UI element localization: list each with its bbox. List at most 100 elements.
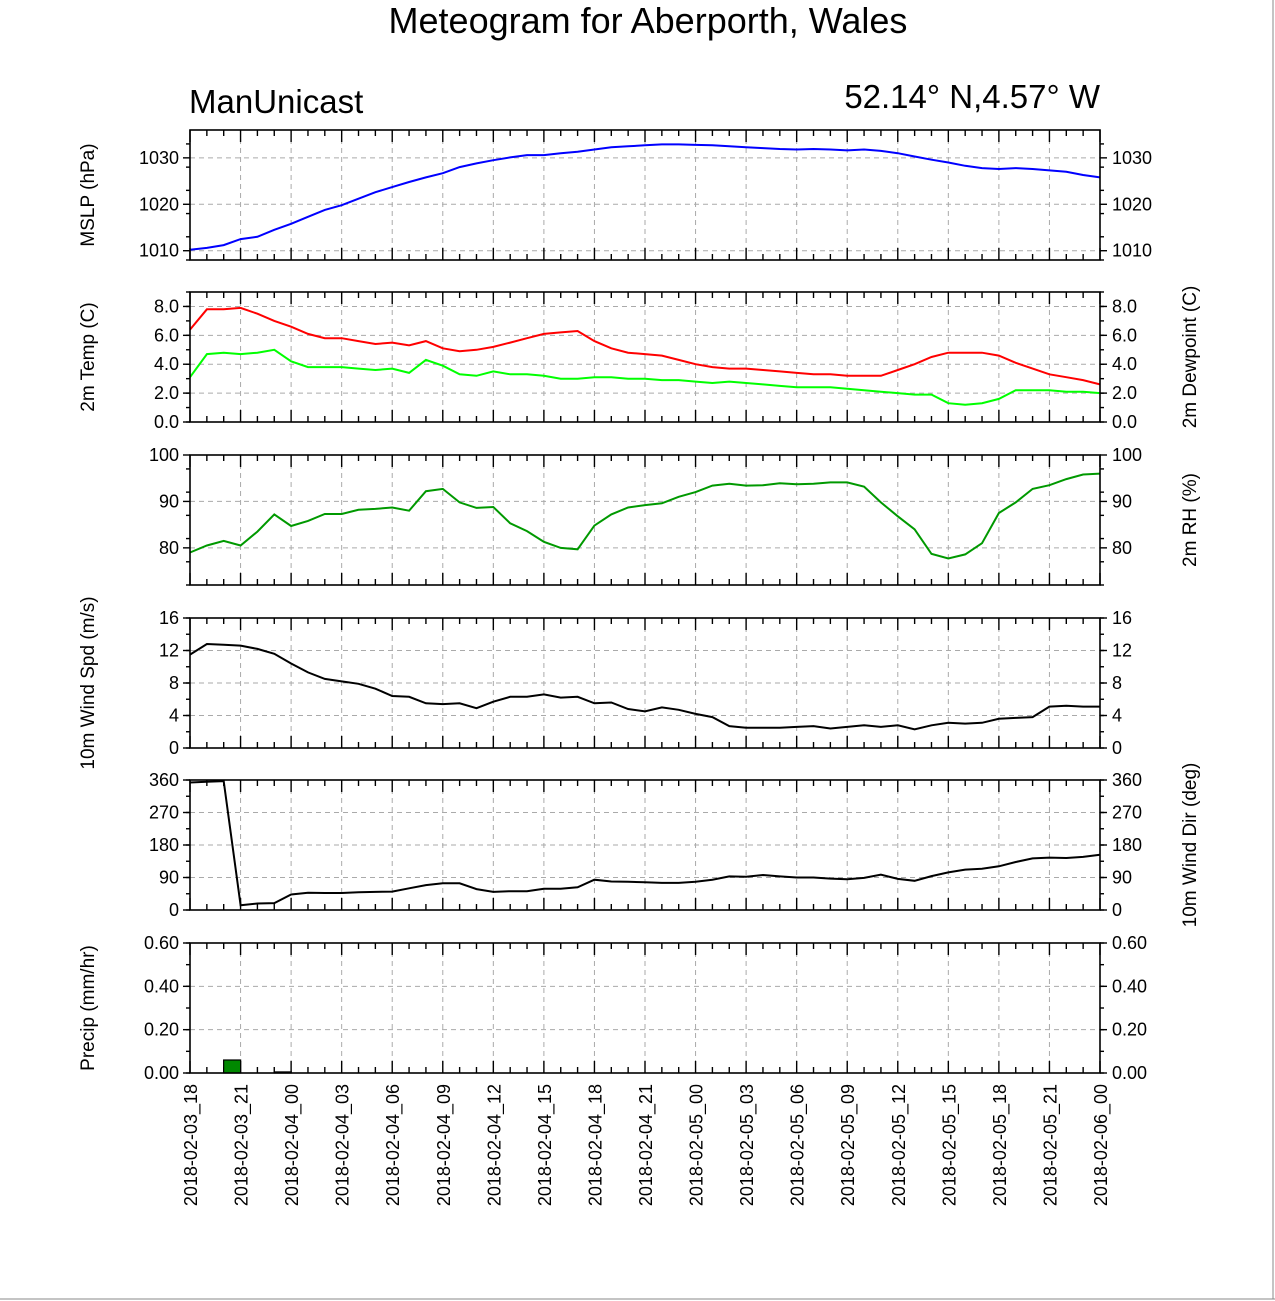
y-tick-label-right: 16 — [1112, 608, 1132, 628]
y-tick-label-right: 80 — [1112, 538, 1132, 558]
y-tick-label: 0.20 — [144, 1020, 179, 1040]
x-tick-label: 2018-02-04_00 — [282, 1084, 303, 1206]
y-tick-label-right: 100 — [1112, 445, 1142, 465]
y-axis-label-right: 10m Wind Dir (deg) — [1180, 763, 1201, 928]
panel-precip: 0.00 0.00 0.20 0.20 0.40 0.40 0.60 0.60 Precip (… — [78, 933, 1147, 1083]
y-axis-label-right: 2m Dewpoint (C) — [1180, 286, 1201, 429]
x-tick-label: 2018-02-04_15 — [535, 1084, 556, 1206]
panel-frame — [189, 942, 1101, 1074]
series-line-windspd-0 — [189, 642, 1100, 731]
y-tick-label: 1020 — [139, 194, 179, 214]
y-tick-label: 8.0 — [154, 296, 179, 316]
y-tick-label: 90 — [159, 868, 179, 888]
x-tick-label: 2018-02-03_21 — [232, 1084, 253, 1206]
y-tick-label: 2.0 — [154, 383, 179, 403]
panel-frame — [189, 779, 1101, 911]
x-tick-label: 2018-02-03_18 — [181, 1084, 202, 1206]
y-axis-label: 2m Temp (C) — [78, 302, 99, 411]
y-tick-label-right: 4 — [1112, 706, 1122, 726]
y-tick-label: 16 — [159, 608, 179, 628]
panel-frame — [189, 617, 1101, 749]
y-tick-label: 0.60 — [144, 933, 179, 953]
x-tick-label: 2018-02-04_09 — [434, 1084, 455, 1206]
x-tick-label: 2018-02-05_06 — [788, 1084, 809, 1206]
y-tick-label-right: 90 — [1112, 491, 1132, 511]
y-axis-label: 10m Wind Spd (m/s) — [78, 596, 99, 769]
series-line-rh-0 — [189, 472, 1101, 560]
y-tick-label: 4 — [169, 706, 179, 726]
y-tick-label: 0.0 — [154, 412, 179, 432]
x-tick-label: 2018-02-04_03 — [333, 1084, 354, 1206]
y-tick-label-right: 8 — [1112, 673, 1122, 693]
y-axis-label: MSLP (hPa) — [78, 143, 99, 246]
panel-winddir: 0 0 90 90 180 180 270 270 360 360 10m Wind Dir (de… — [149, 763, 1201, 928]
x-tick-label: 2018-02-04_06 — [383, 1084, 404, 1206]
series-line-temp-1 — [189, 348, 1101, 406]
y-tick-label-right: 8.0 — [1112, 296, 1137, 316]
y-tick-label-right: 0 — [1112, 900, 1122, 920]
panels-group: 1010 1010 1020 1020 1030 1030 MSLP (hPa) 0.0 0.0… — [78, 129, 1201, 1206]
y-tick-label-right: 360 — [1112, 770, 1142, 790]
x-tick-label: 2018-02-04_18 — [585, 1084, 606, 1206]
y-tick-label: 1010 — [139, 241, 179, 261]
x-tick-label: 2018-02-05_03 — [737, 1084, 758, 1206]
series-line-temp-0 — [189, 306, 1101, 386]
y-tick-label: 90 — [159, 491, 179, 511]
y-tick-label-right: 1030 — [1112, 148, 1152, 168]
y-tick-label: 12 — [159, 641, 179, 661]
y-tick-label-right: 0 — [1112, 738, 1122, 758]
series-line-winddir-0 — [189, 780, 1101, 907]
y-tick-label: 0 — [169, 900, 179, 920]
y-tick-label: 360 — [149, 770, 179, 790]
y-tick-label: 180 — [149, 835, 179, 855]
y-tick-label: 6.0 — [154, 325, 179, 345]
x-tick-label: 2018-02-05_09 — [838, 1084, 859, 1206]
y-tick-label-right: 12 — [1112, 641, 1132, 661]
x-tick-label: 2018-02-05_12 — [889, 1084, 910, 1206]
x-tick-label: 2018-02-04_12 — [484, 1084, 505, 1206]
series-line-mslp-0 — [189, 143, 1101, 251]
y-axis-label: Precip (mm/hr) — [78, 945, 99, 1071]
panel-frame — [189, 291, 1101, 423]
y-tick-label-right: 90 — [1112, 868, 1132, 888]
panel-frame — [189, 129, 1101, 261]
x-tick-label: 2018-02-06_00 — [1091, 1084, 1112, 1206]
y-tick-label: 0 — [169, 738, 179, 758]
y-tick-label-right: 1020 — [1112, 194, 1152, 214]
y-tick-label-right: 180 — [1112, 835, 1142, 855]
x-tick-label: 2018-02-04_21 — [636, 1084, 657, 1206]
location-label: 52.14° N,4.57° W — [844, 78, 1101, 115]
y-tick-label: 80 — [159, 538, 179, 558]
panel-windspd: 0 0 4 4 8 8 12 12 16 16 10m Wind Spd (m/s) — [78, 596, 1132, 769]
y-tick-label: 100 — [149, 445, 179, 465]
x-tick-label: 2018-02-05_00 — [687, 1084, 708, 1206]
y-tick-label-right: 0.0 — [1112, 412, 1137, 432]
y-tick-label-right: 4.0 — [1112, 354, 1137, 374]
x-tick-label: 2018-02-05_21 — [1040, 1084, 1061, 1206]
y-tick-label-right: 270 — [1112, 803, 1142, 823]
y-tick-label-right: 0.40 — [1112, 976, 1147, 996]
y-tick-label: 270 — [149, 803, 179, 823]
panel-frame — [189, 454, 1101, 586]
y-tick-label: 4.0 — [154, 354, 179, 374]
source-label: ManUnicast — [189, 83, 363, 120]
x-tick-label: 2018-02-05_15 — [939, 1084, 960, 1206]
panel-mslp: 1010 1010 1020 1020 1030 1030 MSLP (hPa) — [78, 129, 1152, 261]
y-tick-label-right: 0.60 — [1112, 933, 1147, 953]
panel-temp: 0.0 0.0 2.0 2.0 4.0 4.0 6.0 6.0 8.0 8.0 2m Temp (C… — [78, 286, 1201, 432]
y-tick-label: 8 — [169, 673, 179, 693]
y-axis-label-right: 2m RH (%) — [1180, 473, 1201, 567]
panel-rh: 80 80 90 90 100 100 2m RH (%) — [149, 445, 1201, 586]
x-tick-label: 2018-02-05_18 — [990, 1084, 1011, 1206]
y-tick-label: 0.00 — [144, 1063, 179, 1083]
chart-title: Meteogram for Aberporth, Wales — [389, 0, 908, 41]
y-tick-label: 0.40 — [144, 976, 179, 996]
y-tick-label-right: 1010 — [1112, 241, 1152, 261]
y-tick-label-right: 6.0 — [1112, 325, 1137, 345]
y-tick-label: 1030 — [139, 148, 179, 168]
x-tick-labels: 2018-02-03_18 2018-02-03_21 2018-02-04_00 2… — [181, 1084, 1112, 1206]
precip-bar — [223, 1059, 242, 1074]
y-tick-label-right: 0.20 — [1112, 1020, 1147, 1040]
y-tick-label-right: 0.00 — [1112, 1063, 1147, 1083]
